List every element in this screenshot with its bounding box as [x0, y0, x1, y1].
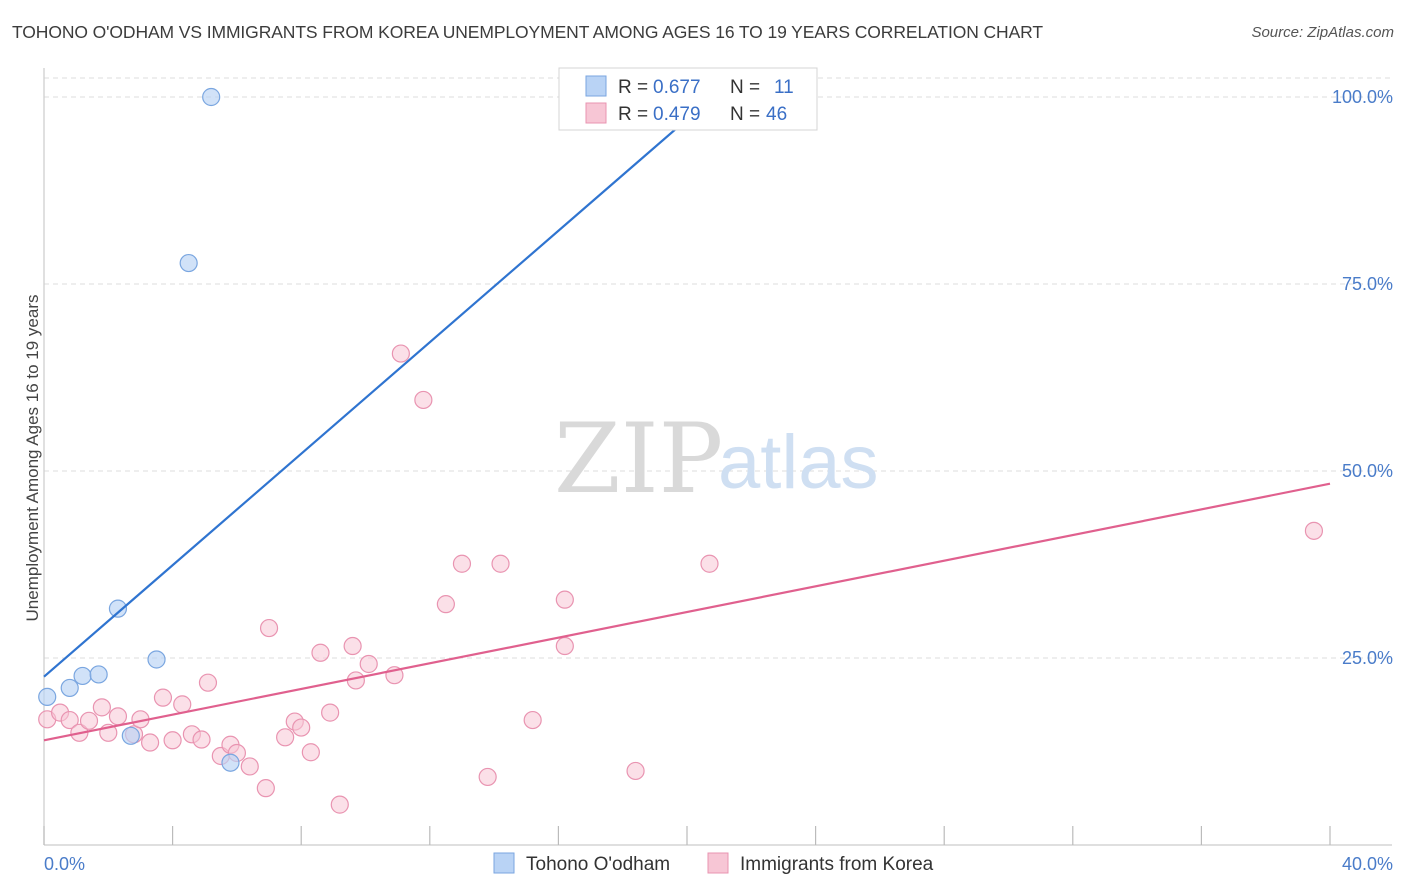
- data-point: [555, 590, 574, 609]
- trend-line-immigrants-from-korea: [43, 482, 1331, 742]
- data-point: [523, 710, 542, 730]
- bottom-legend-label-immigrants-from-korea: Immigrants from Korea: [740, 854, 934, 875]
- legend-r-value-2: 0.479: [653, 104, 701, 125]
- data-point: [121, 726, 140, 745]
- data-point: [330, 795, 349, 814]
- y-axis-tick-labels: 25.0% 50.0% 75.0% 100.0%: [1332, 87, 1393, 668]
- data-point: [108, 707, 128, 726]
- legend-n-value-2: 46: [766, 104, 787, 125]
- data-point: [626, 761, 645, 781]
- data-point: [1304, 521, 1324, 540]
- data-point: [60, 678, 79, 698]
- data-point: [391, 344, 410, 363]
- trend-lines: [43, 96, 1331, 742]
- y-tick-label: 25.0%: [1342, 648, 1393, 668]
- source-label: Source: ZipAtlas.com: [1251, 24, 1394, 41]
- data-point: [221, 753, 240, 772]
- data-point: [321, 703, 340, 722]
- trend-line-tohono-oodham: [43, 96, 714, 678]
- data-point: [92, 698, 111, 717]
- data-point: [555, 636, 574, 656]
- legend-r-label-2: R =: [618, 104, 648, 125]
- data-point: [60, 710, 79, 730]
- legend-r-value-1: 0.677: [653, 77, 701, 98]
- data-point: [147, 650, 166, 669]
- data-point: [73, 666, 92, 686]
- data-point: [491, 554, 510, 573]
- data-point: [346, 671, 365, 690]
- x-tick-label: 40.0%: [1342, 854, 1393, 874]
- data-point: [256, 779, 275, 798]
- series-legend: Tohono O'odham Immigrants from Korea: [493, 852, 934, 875]
- data-point: [192, 730, 211, 749]
- legend-n-label-2: N =: [730, 104, 760, 125]
- data-point: [276, 728, 295, 747]
- watermark-zip: ZIP: [554, 403, 723, 515]
- data-point: [108, 599, 128, 618]
- y-tick-label: 50.0%: [1342, 461, 1393, 481]
- x-axis-tick-labels: 0.0% 40.0%: [44, 854, 1393, 874]
- watermark: ZIP atlas: [554, 403, 879, 515]
- data-point: [173, 695, 192, 714]
- data-point: [478, 767, 497, 787]
- series-tohono-oodham-points: [38, 87, 722, 772]
- x-axis-ticks: [43, 826, 1331, 845]
- legend-swatch-immigrants-from-korea: [585, 102, 607, 124]
- chart-title: TOHONO O'ODHAM VS IMMIGRANTS FROM KOREA …: [12, 22, 1043, 42]
- grid-lines: [44, 77, 1392, 659]
- data-point: [359, 654, 378, 674]
- data-point: [436, 595, 455, 614]
- bottom-legend-swatch-immigrants-from-korea: [707, 852, 729, 874]
- data-point: [343, 636, 362, 656]
- x-tick-label: 0.0%: [44, 854, 85, 874]
- data-point: [240, 757, 259, 776]
- data-point: [292, 718, 311, 737]
- bottom-legend-label-tohono-oodham: Tohono O'odham: [526, 854, 670, 875]
- data-point: [163, 731, 182, 750]
- legend-r-label-1: R =: [618, 77, 648, 98]
- data-point: [700, 554, 719, 573]
- correlation-legend: R = 0.677 N = 11 R = 0.479 N = 46: [558, 67, 818, 131]
- data-point: [414, 390, 433, 410]
- data-point: [89, 665, 108, 684]
- data-point: [38, 687, 57, 706]
- watermark-atlas: atlas: [718, 420, 879, 505]
- data-point: [259, 618, 279, 638]
- data-point: [140, 733, 160, 752]
- bottom-legend-swatch-tohono-oodham: [493, 852, 515, 874]
- y-axis-label: Unemployment Among Ages 16 to 19 years: [23, 295, 42, 622]
- y-tick-label: 75.0%: [1342, 274, 1393, 294]
- y-tick-label: 100.0%: [1332, 87, 1393, 107]
- data-point: [452, 554, 472, 573]
- data-point: [301, 743, 320, 762]
- legend-n-value-1: 11: [774, 77, 794, 98]
- data-point: [79, 711, 99, 730]
- data-point: [311, 643, 330, 662]
- legend-n-label-1: N =: [730, 77, 760, 98]
- data-point: [179, 253, 198, 273]
- data-point: [153, 688, 173, 707]
- data-point: [198, 673, 218, 692]
- data-point: [202, 87, 221, 107]
- legend-swatch-tohono-oodham: [585, 75, 607, 97]
